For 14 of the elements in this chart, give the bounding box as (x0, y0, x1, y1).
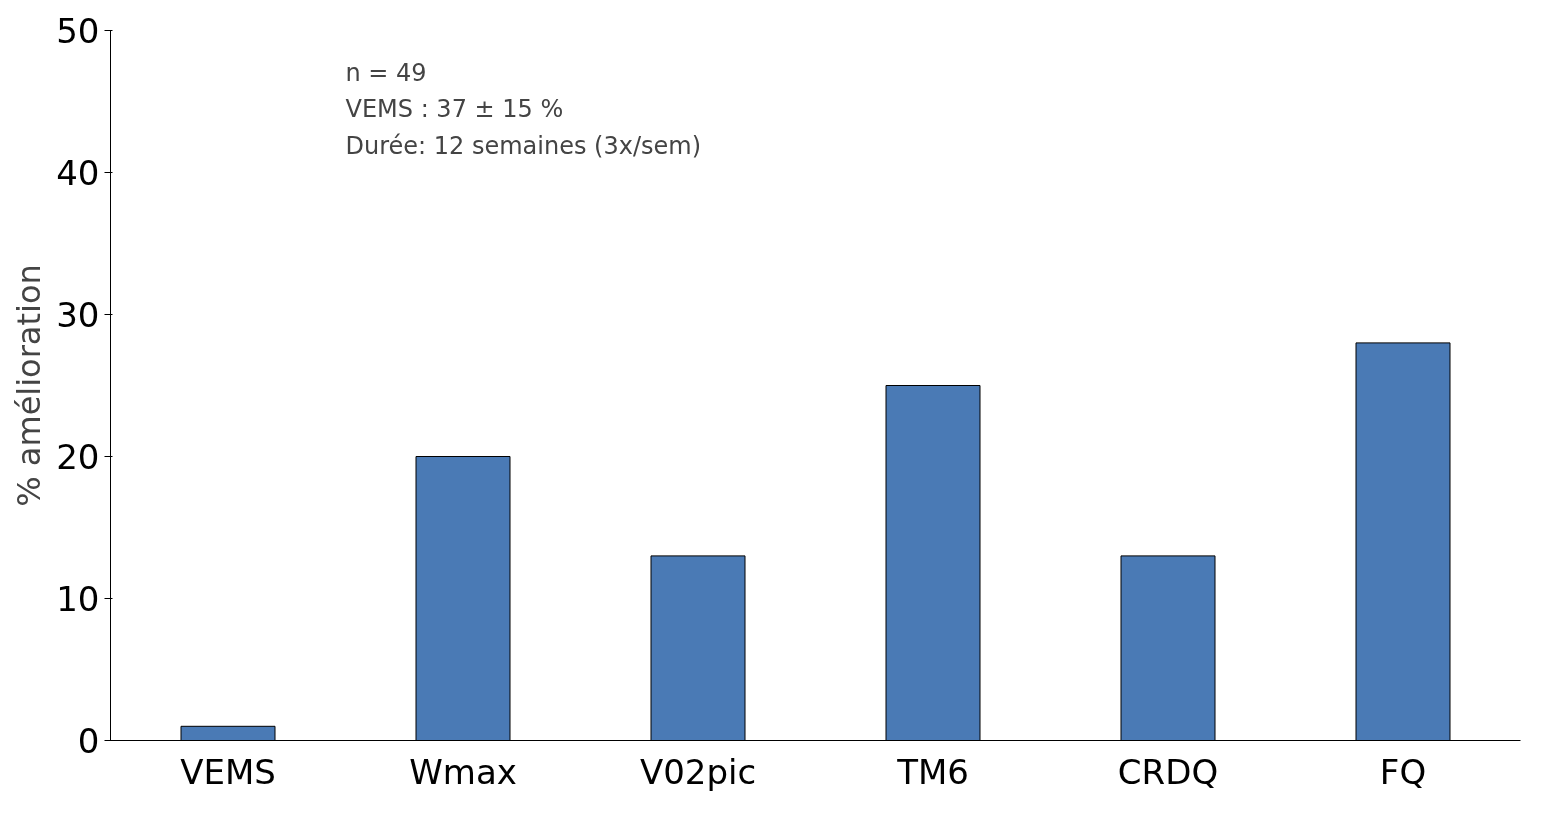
x-tick-label: CRDQ (1117, 751, 1219, 792)
y-axis-title: % amélioration (10, 264, 49, 507)
y-tick-label: 50 (56, 11, 100, 51)
y-tick-label: 20 (56, 437, 100, 477)
x-tick-label: FQ (1379, 751, 1427, 792)
x-tick-label: TM6 (896, 751, 969, 792)
x-tick-label: Wmax (409, 751, 517, 792)
x-tick-label: VEMS (180, 751, 276, 792)
y-tick-label: 0 (77, 721, 100, 761)
y-tick-label: 30 (56, 295, 100, 335)
y-tick-label: 10 (56, 579, 100, 619)
x-tick-label: V02pic (639, 751, 757, 792)
annotation: n = 49 VEMS : 37 ± 15 % Durée: 12 semaines (3x/sem) (345, 58, 702, 160)
y-tick-label: 40 (56, 153, 100, 193)
